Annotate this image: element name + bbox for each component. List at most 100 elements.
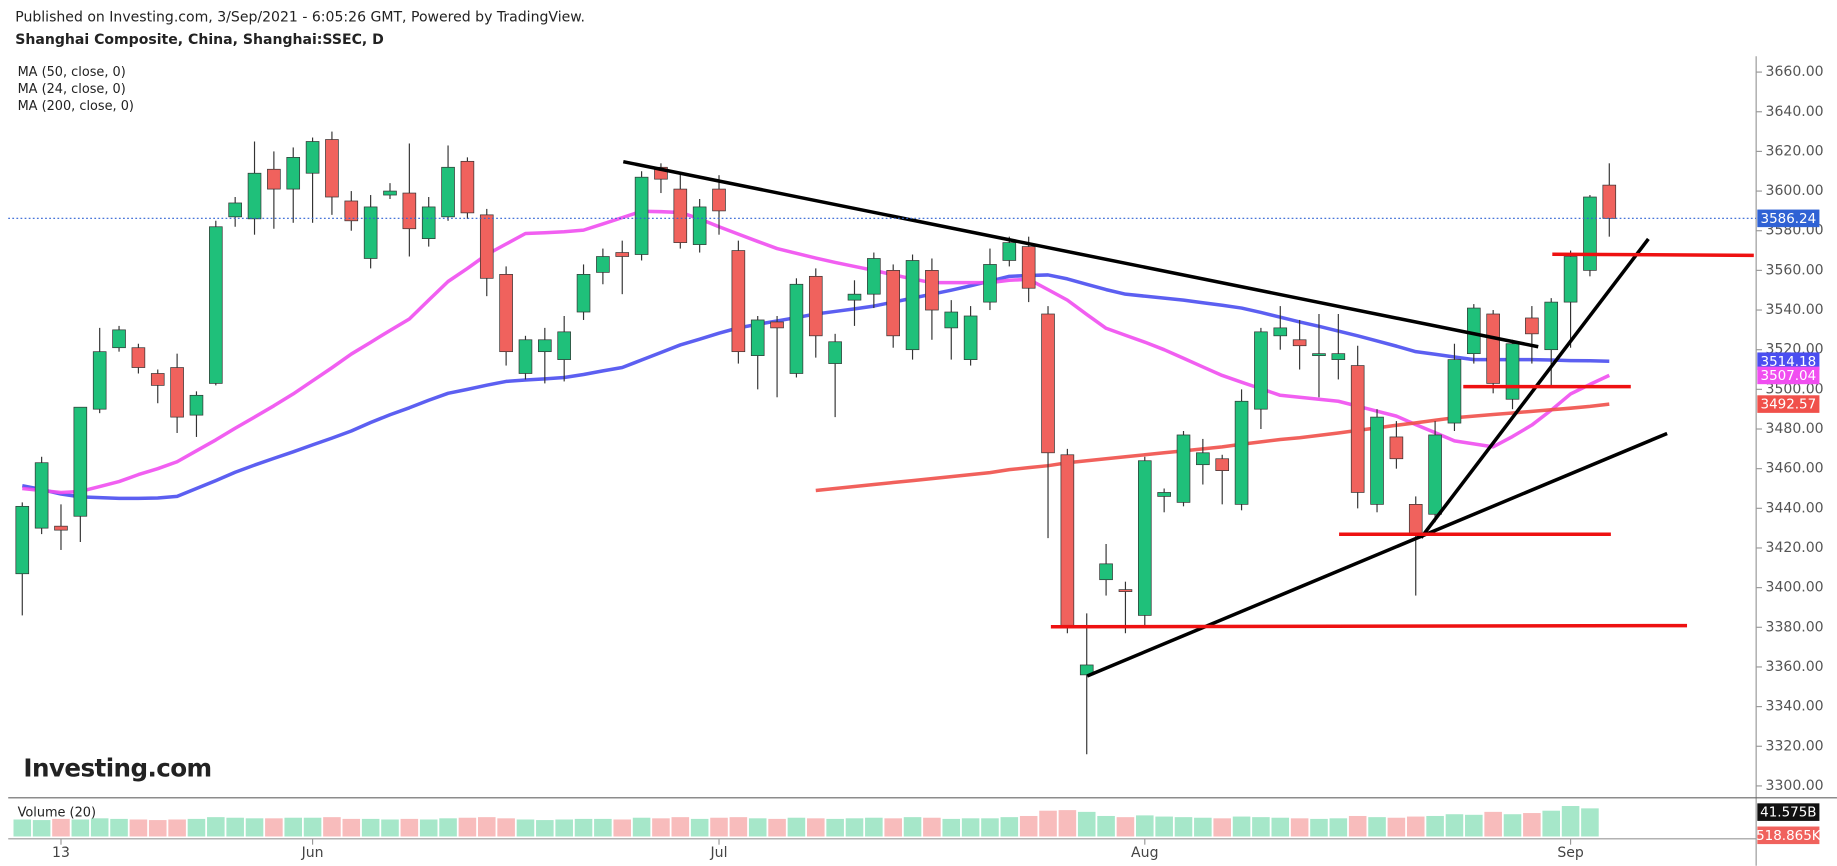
volume-last-label: 518.865K: [1756, 828, 1822, 844]
candle-body: [441, 166, 455, 218]
candle-body: [305, 141, 320, 174]
volume-ma-label-box: [1757, 803, 1820, 821]
candle-body: [847, 293, 862, 301]
volume-bar: [594, 818, 612, 837]
candle-body: [247, 172, 262, 220]
volume-bar: [168, 819, 186, 837]
volume-bar: [845, 818, 864, 837]
candle-body: [131, 347, 146, 368]
volume-bar: [13, 819, 32, 837]
volume-bar: [1039, 810, 1057, 837]
candle-body: [1602, 184, 1617, 219]
volume-bar: [303, 817, 322, 837]
symbol-title: Shanghai Composite, China, Shanghai:SSEC…: [15, 32, 384, 48]
volume-bar: [923, 817, 941, 837]
volume-bar: [1252, 817, 1270, 837]
ma-line: [22, 209, 1611, 495]
volume-bar: [1213, 818, 1231, 837]
y-tick-label: 3360.00: [1766, 659, 1824, 675]
ma-value-label-box: [1757, 352, 1820, 371]
y-tick-label: 3440.00: [1766, 500, 1824, 516]
volume-bar: [1581, 808, 1599, 837]
volume-bar: [1077, 811, 1096, 837]
candle-body: [1215, 458, 1230, 471]
candle-body: [828, 341, 842, 364]
y-tick-label: 3560.00: [1766, 262, 1824, 278]
volume-bar: [497, 818, 515, 837]
ma-line: [815, 402, 1610, 493]
candle-body: [518, 339, 533, 374]
volume-bar: [1174, 817, 1193, 837]
volume-bar: [1000, 817, 1019, 837]
volume-bar: [1387, 817, 1406, 837]
y-tick-label: 3540.00: [1766, 302, 1824, 318]
y-tick-label: 3340.00: [1766, 699, 1824, 715]
volume-bar: [574, 818, 593, 837]
candle-body: [1467, 307, 1481, 355]
last-price-label: 3586.24: [1761, 211, 1817, 227]
candle-body: [1292, 339, 1307, 347]
volume-bar: [536, 820, 554, 837]
candle-body: [808, 275, 823, 337]
candle-body: [1099, 563, 1113, 581]
volume-bar: [516, 819, 535, 837]
volume-bar: [381, 819, 399, 837]
candle-body: [1331, 353, 1346, 360]
volume-bar: [1058, 810, 1077, 837]
candle-body: [170, 367, 184, 418]
volume-bar: [1136, 815, 1154, 837]
candle-body: [692, 206, 707, 245]
volume-bar: [1465, 814, 1483, 837]
volume-last-label-box: [1757, 826, 1820, 845]
y-tick-label: 3400.00: [1766, 580, 1824, 596]
volume-bar: [477, 817, 496, 837]
volume-bar: [110, 818, 128, 837]
y-tick-label: 3660.00: [1766, 64, 1824, 80]
candle-body: [1196, 452, 1210, 466]
candle-body: [1273, 327, 1288, 337]
y-tick-label: 3640.00: [1766, 104, 1824, 120]
y-tick-label: 3460.00: [1766, 461, 1824, 477]
volume-bar: [1310, 818, 1328, 837]
candle-body: [1176, 434, 1191, 503]
candle-body: [1447, 359, 1462, 424]
volume-bar: [52, 818, 70, 837]
candle-body: [1544, 301, 1559, 351]
volume-bar: [1329, 818, 1348, 837]
candle-body: [1157, 492, 1171, 497]
volume-bar: [458, 817, 477, 837]
candle-body: [1137, 460, 1152, 616]
candle-body: [1563, 256, 1578, 303]
volume-bar: [1484, 811, 1502, 837]
candle-body: [1408, 504, 1423, 535]
candle-body: [383, 190, 397, 196]
candle-body: [344, 200, 359, 222]
volume-bar: [1271, 817, 1290, 837]
volume-bar: [129, 819, 148, 837]
candle-body: [1118, 589, 1133, 592]
volume-bar: [1523, 813, 1541, 837]
volume-bar: [1406, 816, 1425, 837]
volume-bar: [323, 817, 341, 837]
candle-body: [789, 283, 804, 374]
volume-bar: [148, 820, 167, 837]
candle-body: [673, 188, 688, 243]
volume-bar: [826, 818, 844, 837]
volume-bar: [690, 818, 709, 837]
volume-bar: [748, 818, 767, 837]
volume-bar: [1290, 818, 1309, 837]
volume-bar: [981, 818, 999, 837]
drawings: [622, 159, 1754, 678]
candle-body: [421, 206, 436, 240]
x-tick-label: Sep: [1557, 845, 1584, 861]
volume-bar: [90, 818, 109, 837]
candle-body: [944, 311, 959, 329]
candle-body: [1350, 365, 1365, 493]
volume-bar: [1194, 817, 1212, 837]
volume-bar: [1155, 816, 1173, 837]
y-tick-label: 3480.00: [1766, 421, 1824, 437]
volume-bar: [226, 817, 244, 837]
candle-body: [363, 206, 378, 259]
